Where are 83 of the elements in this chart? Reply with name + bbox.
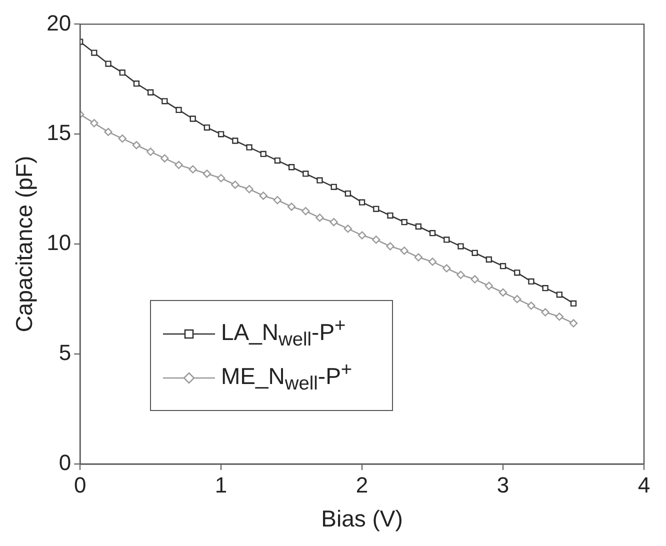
point (472, 250, 478, 256)
y-tick-label: 15 (46, 120, 72, 146)
point (387, 212, 394, 219)
point (542, 285, 548, 292)
x-tick-label: 2 (356, 472, 368, 498)
point (498, 288, 508, 297)
point (316, 214, 324, 222)
point (287, 202, 296, 211)
point (174, 160, 183, 170)
point (204, 124, 210, 131)
point (358, 199, 366, 206)
y-tick-label: 0 (58, 450, 72, 476)
y-tick-label: 5 (58, 340, 72, 366)
point (105, 60, 112, 67)
point (415, 223, 422, 230)
point (484, 282, 494, 290)
point (470, 275, 479, 284)
legend-label: ME_N$_{well}$-P$^{+}$ (221, 359, 352, 394)
legend-label: LA_N$_{well}$-P$^{+}$ (221, 315, 346, 350)
point (190, 116, 196, 122)
point (216, 174, 226, 182)
point (373, 206, 380, 212)
point (104, 128, 112, 136)
point (202, 170, 212, 178)
point (330, 218, 338, 226)
point (513, 294, 522, 304)
point (358, 231, 366, 240)
point (400, 246, 408, 255)
point (428, 258, 437, 266)
point (556, 292, 562, 298)
point (90, 119, 98, 128)
point (231, 180, 240, 189)
point (372, 236, 380, 244)
point (246, 144, 252, 150)
y-axis-title: Capacitance (pF) (11, 156, 38, 332)
point (514, 270, 520, 276)
point (458, 243, 464, 250)
x-tick-label: 3 (496, 472, 510, 498)
point (500, 263, 506, 270)
point (218, 131, 224, 138)
point (160, 154, 169, 162)
point (569, 319, 578, 328)
point (133, 80, 140, 87)
point (456, 270, 465, 279)
point (162, 98, 168, 104)
y-tick-label: 10 (46, 230, 72, 256)
point (119, 70, 126, 76)
point (528, 278, 534, 285)
point (344, 190, 352, 197)
point (444, 236, 450, 243)
point (555, 312, 564, 321)
point (118, 134, 126, 143)
point (344, 224, 352, 233)
point (541, 308, 550, 316)
point (486, 256, 492, 263)
point (232, 138, 238, 144)
x-axis-title: Bias (V) (321, 506, 403, 532)
point (260, 150, 266, 158)
point (176, 106, 182, 114)
point (316, 177, 323, 184)
point (330, 184, 337, 190)
point (273, 196, 282, 204)
point (442, 264, 451, 272)
point (146, 148, 155, 156)
point (288, 164, 295, 170)
point (259, 192, 268, 200)
point (147, 89, 154, 96)
point (132, 141, 141, 150)
point (570, 300, 577, 307)
y-tick-label: 20 (46, 10, 72, 36)
point (188, 165, 197, 174)
point (401, 219, 408, 226)
point (274, 157, 281, 164)
point (527, 302, 536, 310)
x-tick-label: 1 (214, 472, 228, 498)
point (414, 253, 423, 262)
point (386, 242, 394, 250)
point (91, 50, 98, 56)
point (429, 230, 436, 236)
x-tick-label: 4 (638, 472, 650, 498)
point (302, 170, 309, 177)
point (245, 185, 254, 194)
point (302, 207, 310, 216)
